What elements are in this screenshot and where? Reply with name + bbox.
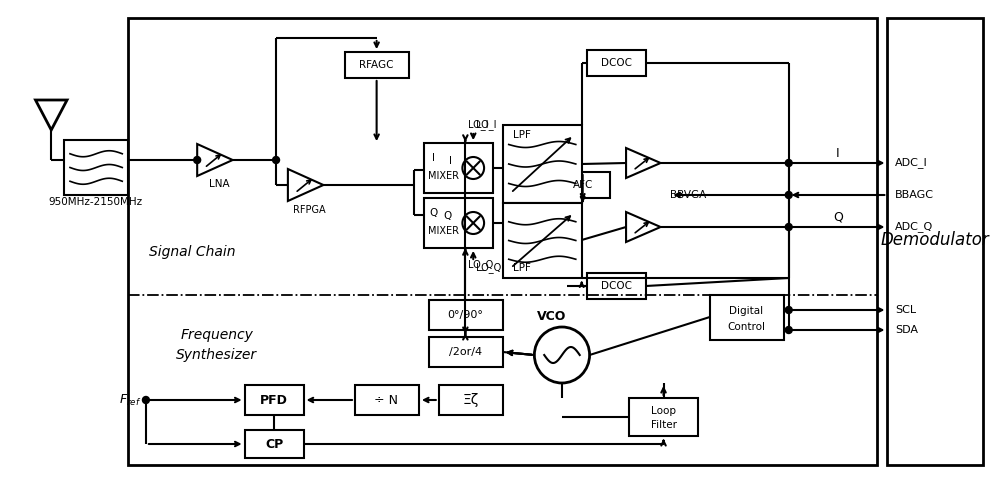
- Circle shape: [785, 307, 792, 313]
- Text: CP: CP: [265, 437, 283, 451]
- Text: Filter: Filter: [651, 420, 677, 430]
- Text: MIXER: MIXER: [428, 171, 459, 181]
- Circle shape: [785, 327, 792, 333]
- Text: I: I: [432, 153, 435, 163]
- Text: LO_I: LO_I: [476, 120, 497, 130]
- Text: PFD: PFD: [260, 394, 288, 407]
- Text: LPF: LPF: [513, 130, 531, 140]
- Bar: [128, 18, 877, 465]
- Circle shape: [785, 160, 792, 167]
- Text: Digital: Digital: [729, 306, 763, 316]
- Text: RFAGC: RFAGC: [359, 60, 394, 70]
- Text: AFC: AFC: [572, 180, 593, 190]
- Bar: [424, 198, 493, 248]
- Text: /2or/4: /2or/4: [449, 347, 482, 357]
- Text: Synthesizer: Synthesizer: [176, 348, 257, 362]
- Text: ADC_Q: ADC_Q: [895, 222, 933, 232]
- Text: Loop: Loop: [651, 406, 676, 416]
- Bar: [555, 172, 610, 198]
- Text: BBAGC: BBAGC: [895, 190, 934, 200]
- Text: VCO: VCO: [537, 310, 567, 323]
- Text: Signal Chain: Signal Chain: [149, 245, 236, 259]
- Bar: [424, 143, 493, 193]
- Text: Frequency: Frequency: [180, 328, 253, 342]
- Text: LNA: LNA: [209, 179, 229, 189]
- Text: DCOC: DCOC: [601, 281, 632, 291]
- Circle shape: [273, 157, 280, 163]
- Bar: [245, 430, 304, 458]
- Text: Q: Q: [833, 210, 843, 224]
- Circle shape: [194, 157, 201, 163]
- Bar: [629, 398, 698, 436]
- Text: ÷ N: ÷ N: [374, 394, 398, 407]
- Text: MIXER: MIXER: [428, 226, 459, 236]
- Bar: [587, 273, 646, 299]
- Bar: [345, 52, 409, 78]
- Text: DCOC: DCOC: [601, 58, 632, 68]
- Text: SCL: SCL: [895, 305, 916, 315]
- Text: Q: Q: [430, 208, 438, 218]
- Text: BBVGA: BBVGA: [670, 190, 707, 200]
- Text: RFPGA: RFPGA: [293, 205, 326, 215]
- Text: Q: Q: [443, 210, 452, 220]
- Text: I: I: [449, 156, 452, 166]
- Bar: [587, 50, 646, 76]
- Text: I: I: [836, 147, 840, 160]
- Text: 950MHz-2150MHz: 950MHz-2150MHz: [49, 197, 143, 207]
- Bar: [503, 125, 582, 203]
- Bar: [64, 140, 128, 195]
- Text: LO_Q: LO_Q: [476, 262, 501, 274]
- Bar: [503, 203, 582, 278]
- Bar: [887, 18, 983, 465]
- Text: Demodulator: Demodulator: [880, 231, 989, 249]
- Bar: [429, 300, 503, 330]
- Bar: [710, 295, 784, 340]
- Bar: [245, 385, 304, 415]
- Text: Ξζ: Ξζ: [462, 393, 478, 407]
- Text: SDA: SDA: [895, 325, 918, 335]
- Bar: [439, 385, 503, 415]
- Circle shape: [785, 192, 792, 198]
- Text: 0°/90°: 0°/90°: [447, 310, 483, 320]
- Text: LPF: LPF: [513, 263, 531, 273]
- Text: $F_{ref}$: $F_{ref}$: [119, 392, 141, 408]
- Text: LO_I: LO_I: [468, 120, 489, 130]
- Circle shape: [785, 224, 792, 230]
- Bar: [355, 385, 419, 415]
- Bar: [429, 337, 503, 367]
- Text: ADC_I: ADC_I: [895, 158, 928, 169]
- Circle shape: [142, 397, 149, 403]
- Text: LO_Q: LO_Q: [468, 260, 494, 271]
- Text: Control: Control: [727, 321, 765, 331]
